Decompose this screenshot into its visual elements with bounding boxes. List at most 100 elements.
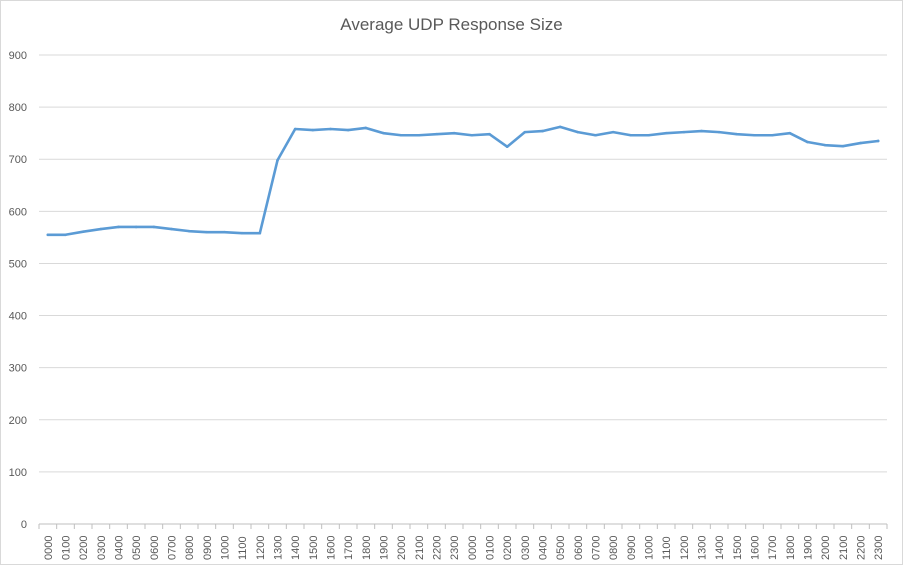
x-tick-label: 0800 xyxy=(184,536,196,560)
x-tick-label: 1800 xyxy=(361,536,373,560)
x-tick-label: 0400 xyxy=(114,536,126,560)
data-point xyxy=(717,130,721,134)
data-point xyxy=(770,133,774,137)
y-tick-label: 600 xyxy=(9,206,27,218)
data-point xyxy=(187,229,191,233)
x-tick-label: 1200 xyxy=(255,536,267,560)
data-point xyxy=(682,130,686,134)
x-tick-label: 0900 xyxy=(626,536,638,560)
x-tick-label: 1200 xyxy=(679,536,691,560)
y-tick-label: 800 xyxy=(9,102,27,114)
series-line-0 xyxy=(46,125,880,237)
data-point xyxy=(117,225,120,229)
x-tick-label: 0500 xyxy=(555,536,567,560)
y-axis-ticks: 0 100 200 300 400 500 600 700 800 900 xyxy=(9,50,27,531)
data-point xyxy=(382,131,385,135)
data-point xyxy=(293,127,297,131)
data-point xyxy=(700,129,703,133)
data-point xyxy=(788,131,792,135)
data-point xyxy=(611,130,615,134)
y-tick-label: 300 xyxy=(9,363,27,375)
data-point xyxy=(311,128,315,132)
series-group xyxy=(46,125,880,237)
data-point xyxy=(134,225,138,229)
data-point xyxy=(205,230,209,234)
y-tick-label: 500 xyxy=(9,258,27,270)
data-point xyxy=(488,132,491,136)
x-tick-label: 0700 xyxy=(167,536,179,560)
x-axis-ticks: 0000 0100 0200 0300 0400 0500 0600 0700 0800 0900… xyxy=(43,536,885,560)
data-point xyxy=(276,158,279,162)
data-point xyxy=(399,133,403,137)
x-tick-label: 1700 xyxy=(343,536,355,560)
data-point xyxy=(99,227,103,231)
y-tick-label: 900 xyxy=(9,50,27,62)
x-tick-label: 0200 xyxy=(78,536,90,560)
x-axis xyxy=(38,523,888,529)
data-point xyxy=(753,133,756,137)
x-tick-label: 2200 xyxy=(856,536,868,560)
data-point xyxy=(470,133,474,137)
data-point xyxy=(240,231,244,235)
y-tick-label: 200 xyxy=(9,415,27,427)
data-point xyxy=(452,131,456,135)
x-tick-label: 2300 xyxy=(873,536,885,560)
data-point xyxy=(841,144,845,148)
data-point xyxy=(594,133,597,137)
x-tick-label: 0000 xyxy=(43,536,55,560)
data-point xyxy=(81,230,85,233)
x-tick-label: 1900 xyxy=(803,536,815,560)
x-tick-label: 2100 xyxy=(838,536,850,560)
x-tick-label: 1500 xyxy=(732,536,744,560)
data-point xyxy=(346,128,350,132)
x-tick-label: 0300 xyxy=(520,536,532,560)
x-tick-label: 0700 xyxy=(591,536,603,560)
data-point xyxy=(258,231,262,235)
data-point xyxy=(823,143,827,147)
data-point xyxy=(523,130,527,134)
x-tick-label: 2100 xyxy=(414,536,426,560)
x-tick-label: 1500 xyxy=(308,536,320,560)
data-point xyxy=(647,133,650,137)
y-tick-label: 700 xyxy=(9,154,27,166)
data-point xyxy=(859,141,862,145)
x-tick-label: 0300 xyxy=(96,536,108,560)
x-tick-label: 1000 xyxy=(644,536,656,560)
data-point xyxy=(735,132,739,136)
x-tick-label: 0100 xyxy=(485,536,497,560)
x-tick-label: 1400 xyxy=(714,536,726,560)
data-point xyxy=(806,140,809,144)
x-tick-label: 0100 xyxy=(61,536,73,560)
x-tick-label: 2300 xyxy=(449,536,461,560)
data-point xyxy=(223,230,226,234)
x-tick-label: 1100 xyxy=(237,536,249,560)
x-tick-label: 1400 xyxy=(290,536,302,560)
data-point xyxy=(629,133,633,137)
chart-title: Average UDP Response Size xyxy=(340,15,563,34)
y-tick-label: 0 xyxy=(21,519,27,531)
x-tick-label: 1700 xyxy=(767,536,779,560)
x-tick-label: 1800 xyxy=(785,536,797,560)
data-point xyxy=(364,126,368,130)
data-point xyxy=(329,127,332,131)
data-point xyxy=(576,130,580,134)
data-point xyxy=(558,125,562,129)
x-tick-label: 0200 xyxy=(502,536,514,560)
x-tick-label: 1900 xyxy=(379,536,391,560)
gridlines xyxy=(39,54,887,473)
data-point xyxy=(435,132,438,136)
x-tick-label: 2200 xyxy=(432,536,444,560)
x-tick-label: 0800 xyxy=(608,536,620,560)
x-tick-label: 1300 xyxy=(697,536,709,560)
data-point xyxy=(64,233,67,237)
x-tick-label: 0600 xyxy=(149,536,161,560)
x-tick-label: 0000 xyxy=(467,536,479,560)
x-tick-label: 0600 xyxy=(573,536,585,560)
y-tick-label: 100 xyxy=(9,467,27,479)
data-point xyxy=(417,133,421,137)
x-tick-label: 1000 xyxy=(220,536,232,560)
data-point xyxy=(152,225,156,229)
x-tick-label: 0500 xyxy=(131,536,143,560)
